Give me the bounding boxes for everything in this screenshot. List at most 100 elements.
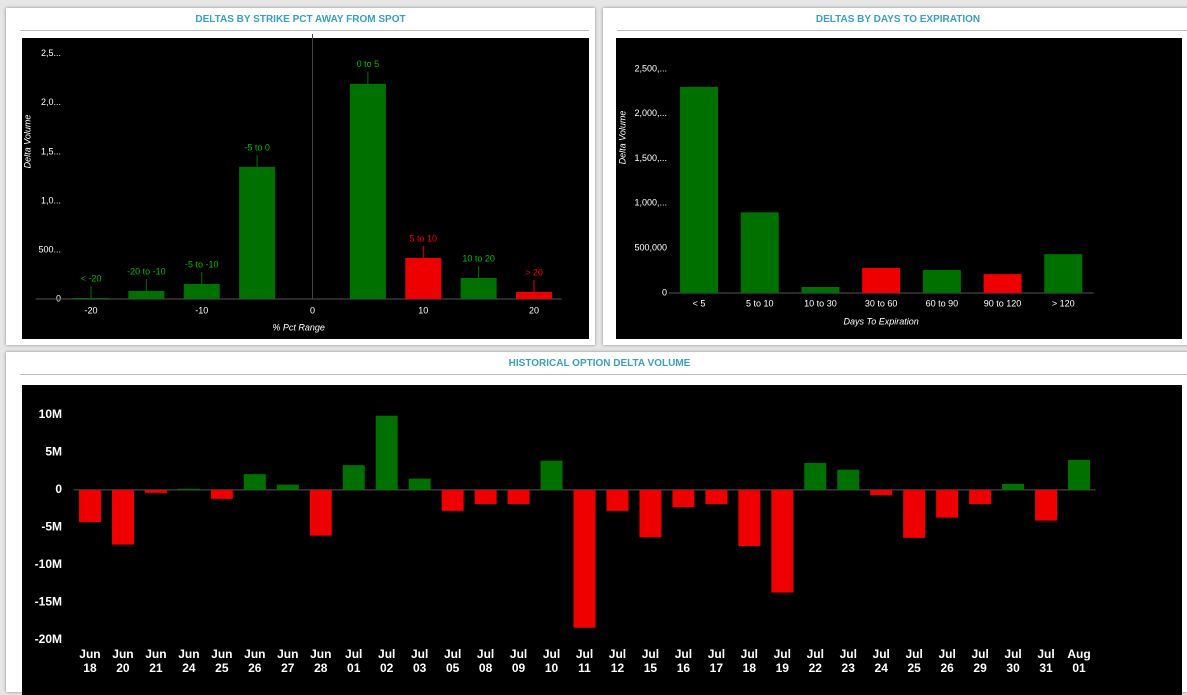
- divider: [20, 374, 1187, 375]
- x-tick-label: < 5: [693, 298, 706, 308]
- bar: [507, 489, 530, 505]
- x-tick-label: 20: [529, 305, 539, 315]
- x-tick-label: Jul 11: [575, 647, 594, 675]
- bar: [276, 484, 299, 490]
- bar: [870, 489, 893, 496]
- bar: [606, 489, 629, 511]
- bar: [862, 267, 901, 293]
- bar: [72, 298, 109, 299]
- bar: [771, 489, 794, 593]
- x-tick-label: Jun 26: [244, 647, 266, 675]
- bar: [460, 278, 497, 299]
- y-tick-label: 1,500,...: [634, 153, 667, 163]
- y-tick-label: 0: [55, 482, 62, 496]
- bar: [342, 465, 365, 490]
- x-tick-label: Jul 05: [443, 647, 462, 675]
- y-axis-label: Delta Volume: [617, 111, 627, 165]
- bar: [128, 290, 165, 299]
- x-tick-label: Jul 22: [806, 647, 824, 675]
- bar-label: 0 to 5: [357, 59, 380, 69]
- x-tick-label: 10: [418, 305, 428, 315]
- x-tick-label: Jul 16: [674, 647, 693, 675]
- x-tick-label: 60 to 90: [926, 298, 959, 308]
- x-tick-label: Jun 21: [145, 647, 167, 675]
- plot-area: [22, 385, 1182, 695]
- x-tick-label: Jul 09: [509, 647, 528, 675]
- panel-title: DELTAS BY DAYS TO EXPIRATION: [815, 14, 981, 25]
- y-tick-label: 1,0...: [41, 195, 61, 205]
- x-tick-label: 10 to 30: [804, 298, 837, 308]
- y-tick-label: 2,500,...: [634, 63, 667, 73]
- bar: [801, 286, 840, 293]
- x-tick-label: Jun 25: [211, 647, 233, 675]
- bar: [639, 489, 662, 538]
- bar: [309, 489, 332, 536]
- bar: [408, 478, 431, 490]
- x-tick-label: Jul 23: [839, 647, 857, 675]
- bar: [1068, 459, 1091, 490]
- bar: [210, 489, 233, 499]
- y-tick-label: 2,5...: [41, 48, 61, 58]
- bar: [680, 86, 719, 293]
- bar-label: 10 to 20: [462, 253, 495, 263]
- bar: [441, 489, 464, 511]
- bar: [474, 489, 497, 505]
- y-tick-label: 0: [56, 293, 61, 303]
- x-tick-label: Jul 19: [773, 647, 791, 675]
- x-tick-label: Jun 28: [310, 647, 332, 675]
- x-axis-label: % Pct Range: [272, 322, 325, 332]
- y-tick-label: -5M: [41, 520, 62, 534]
- y-tick-label: 5M: [45, 445, 62, 459]
- divider: [617, 30, 1187, 31]
- x-tick-label: Jul 17: [707, 647, 726, 675]
- bar: [111, 489, 134, 545]
- x-tick-label: Jul 03: [410, 647, 429, 675]
- x-tick-label: Jul 26: [938, 647, 956, 675]
- bar: [183, 283, 220, 299]
- x-tick-label: Jul 08: [476, 647, 495, 675]
- x-tick-label: Jul 29: [971, 647, 989, 675]
- x-tick-label: Jun 20: [112, 647, 134, 675]
- bar: [903, 489, 926, 538]
- bar: [804, 462, 827, 490]
- panel-title: DELTAS BY STRIKE PCT AWAY FROM SPOT: [195, 14, 406, 25]
- y-tick-label: -15M: [35, 594, 62, 608]
- bar: [983, 274, 1022, 293]
- bar: [705, 489, 728, 505]
- bar: [1044, 254, 1083, 293]
- panel: DELTAS BY STRIKE PCT AWAY FROM SPOT: [6, 8, 595, 345]
- x-tick-label: Jun 27: [277, 647, 299, 675]
- x-tick-label: Aug 01: [1067, 647, 1091, 675]
- bar: [78, 489, 101, 523]
- y-tick-label: 1,000,...: [634, 198, 667, 208]
- bar: [540, 460, 563, 490]
- x-tick-label: 30 to 60: [865, 298, 898, 308]
- x-tick-label: -10: [195, 305, 208, 315]
- bar: [405, 258, 442, 299]
- bar: [672, 489, 695, 508]
- x-tick-label: Jul 18: [740, 647, 758, 675]
- x-tick-label: Jul 12: [608, 647, 627, 675]
- y-tick-label: -20M: [35, 632, 62, 646]
- x-tick-label: Jul 10: [542, 647, 561, 675]
- x-tick-label: Jul 02: [378, 647, 396, 675]
- x-tick-label: 5 to 10: [746, 298, 774, 308]
- x-tick-label: Jul 25: [905, 647, 923, 675]
- y-tick-label: 2,000,...: [634, 108, 667, 118]
- x-tick-label: > 120: [1052, 298, 1075, 308]
- bar: [1002, 483, 1025, 490]
- x-tick-label: 0: [310, 305, 315, 315]
- bar-label: > 20: [525, 267, 543, 277]
- panel-title: HISTORICAL OPTION DELTA VOLUME: [508, 358, 691, 369]
- x-tick-label: Jul 24: [872, 647, 890, 675]
- bar: [837, 469, 860, 490]
- bar: [177, 488, 200, 490]
- x-axis-label: Days To Expiration: [844, 316, 919, 326]
- bar-label: -5 to -10: [185, 259, 219, 269]
- bar-label: -20 to -10: [127, 266, 166, 276]
- bar-label: 5 to 10: [409, 233, 437, 243]
- bar: [349, 83, 386, 299]
- y-tick-label: 2,0...: [41, 97, 61, 107]
- bar: [922, 270, 961, 293]
- bar: [516, 292, 553, 299]
